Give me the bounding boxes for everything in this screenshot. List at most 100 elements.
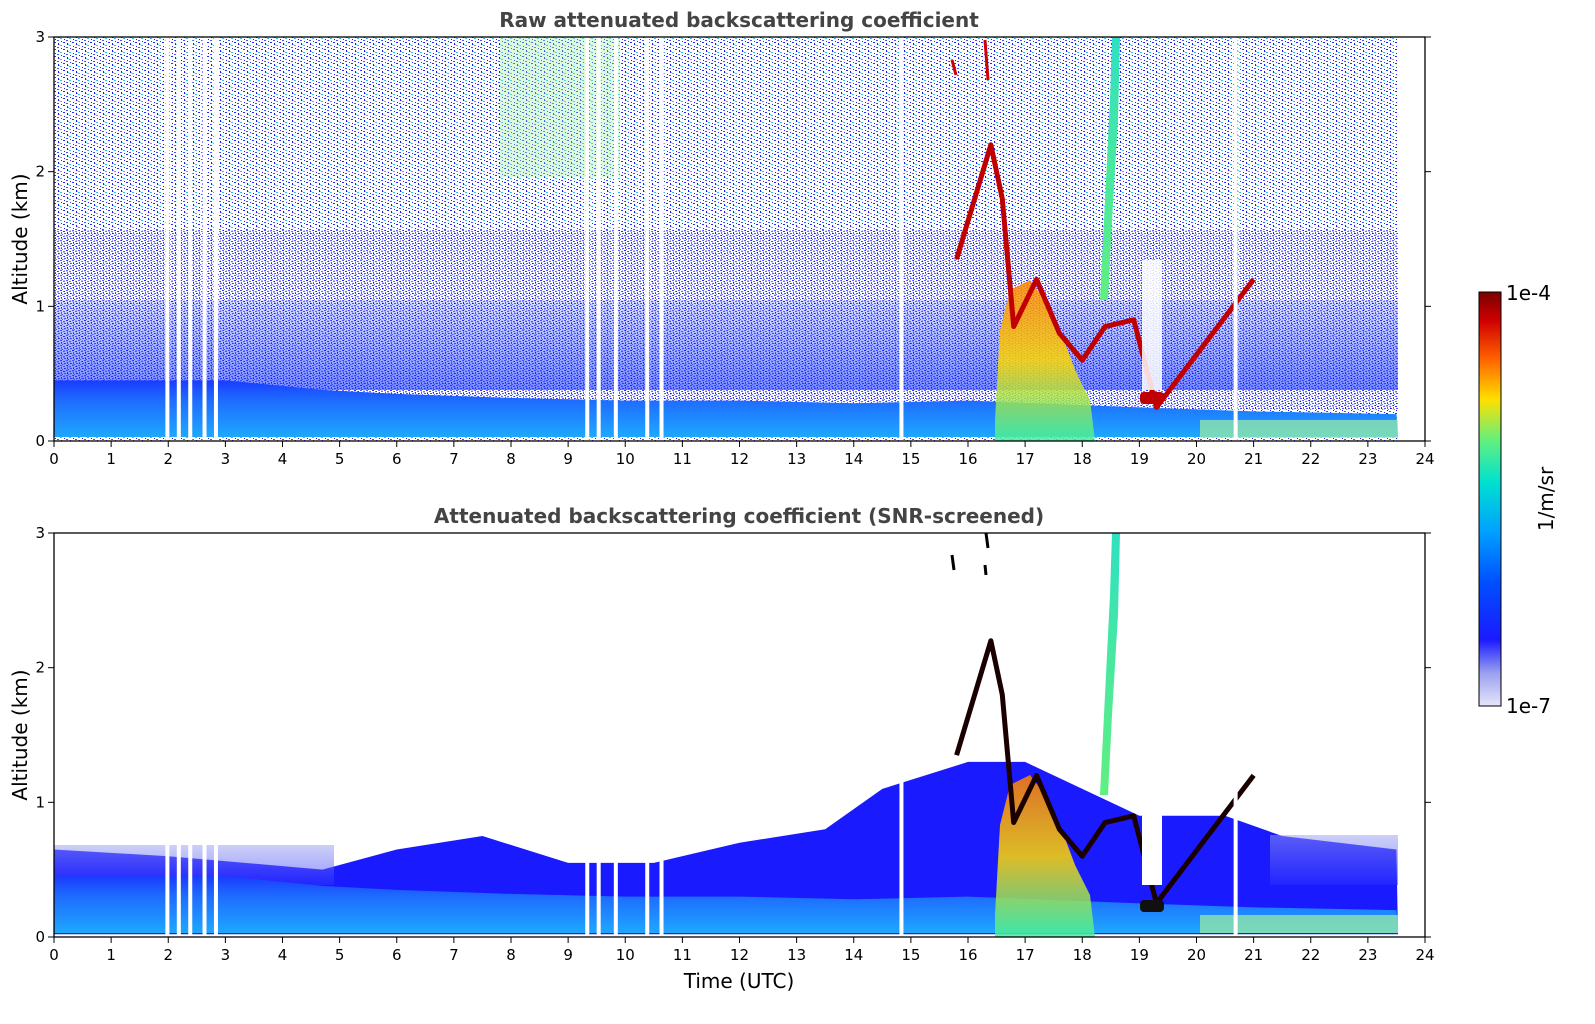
screened-x-tick-label: 4 (278, 946, 288, 964)
raw-data-gap (188, 37, 193, 441)
screened-x-tick-label: 2 (163, 946, 173, 964)
raw-x-tick-label: 17 (1016, 450, 1035, 468)
screened-data-gap (645, 533, 650, 937)
screened-surface-strip (1200, 915, 1398, 933)
raw-x-tick-label: 20 (1187, 450, 1206, 468)
screened-x-tick-label: 15 (901, 946, 920, 964)
screened-x-tick-label: 13 (787, 946, 806, 964)
screened-panel-title: Attenuated backscattering coefficient (S… (434, 504, 1044, 528)
screened-data-gap (899, 533, 904, 937)
screened-x-tick-label: 3 (221, 946, 231, 964)
raw-cloud-halo (950, 39, 990, 81)
raw-y-axis-label: Altitude (km) (8, 173, 32, 304)
screened-no-data-end (1398, 533, 1425, 937)
raw-data-gap (645, 37, 650, 441)
raw-cloud-layer (954, 142, 1256, 410)
screened-data-gap (213, 533, 218, 937)
raw-y-axis: 0 1 2 3 (35, 28, 1431, 450)
raw-x-tick-label: 1 (106, 450, 116, 468)
raw-heatmap (54, 37, 1425, 441)
screened-cloud-layer (954, 638, 1256, 906)
raw-x-tick-label: 3 (221, 450, 231, 468)
raw-x-tick-label: 15 (901, 450, 920, 468)
raw-rising-plume (1100, 37, 1120, 300)
colorbar: 1e-4 1e-7 1/m/sr (1478, 281, 1558, 718)
time-axis-label: Time (UTC) (683, 969, 795, 993)
raw-x-tick-label: 0 (49, 450, 59, 468)
screened-data-gap (202, 533, 207, 937)
raw-y-tick-label: 3 (35, 28, 45, 46)
screened-heatmap (54, 533, 1425, 937)
screened-data-gap (659, 533, 664, 937)
screened-data-gap (585, 533, 590, 937)
screened-data-gap (1233, 533, 1238, 937)
raw-x-tick-label: 12 (730, 450, 749, 468)
raw-no-data-end (1398, 37, 1425, 441)
screened-y-tick-label: 1 (35, 793, 45, 811)
screened-x-tick-label: 10 (616, 946, 635, 964)
raw-x-tick-label: 21 (1244, 450, 1263, 468)
raw-x-tick-label: 7 (449, 450, 459, 468)
screened-x-tick-label: 16 (958, 946, 977, 964)
raw-x-tick-label: 5 (335, 450, 345, 468)
raw-clear-gap-19h (1142, 260, 1162, 390)
raw-data-gap (899, 37, 904, 441)
raw-cloud-19h (1140, 392, 1164, 404)
raw-x-tick-label: 22 (1301, 450, 1320, 468)
raw-x-tick-label: 6 (392, 450, 402, 468)
raw-x-tick-label: 14 (844, 450, 863, 468)
raw-x-tick-label: 2 (163, 450, 173, 468)
screened-lower-cloud-column (995, 775, 1095, 937)
raw-x-tick-label: 4 (278, 450, 288, 468)
raw-x-tick-label: 10 (616, 450, 635, 468)
raw-surface-strip (1200, 420, 1398, 438)
colorbar-min-label: 1e-7 (1506, 694, 1551, 718)
panel-screened: Attenuated backscattering coefficient (S… (8, 504, 1435, 993)
raw-data-gap (596, 37, 601, 441)
screened-x-tick-label: 12 (730, 946, 749, 964)
screened-x-tick-label: 9 (563, 946, 573, 964)
colorbar-max-label: 1e-4 (1506, 281, 1551, 305)
screened-x-tick-label: 19 (1130, 946, 1149, 964)
screened-y-axis: 0 1 2 3 (35, 524, 1431, 946)
raw-data-gap (176, 37, 181, 441)
screened-x-tick-label: 6 (392, 946, 402, 964)
screened-rising-plume (1100, 533, 1120, 795)
raw-y-tick-label: 0 (35, 432, 45, 450)
raw-y-tick-label: 2 (35, 163, 45, 181)
screened-data-gap (165, 533, 170, 937)
raw-data-gap (202, 37, 207, 441)
raw-data-gaps (165, 37, 1238, 441)
screened-x-tick-label: 22 (1301, 946, 1320, 964)
raw-x-tick-label: 8 (506, 450, 516, 468)
raw-y-tick-label: 1 (35, 297, 45, 315)
screened-clear-gap-19h (1142, 810, 1162, 885)
raw-data-gap (165, 37, 170, 441)
screened-y-tick-label: 2 (35, 659, 45, 677)
screened-data-gap (176, 533, 181, 937)
screened-x-tick-label: 7 (449, 946, 459, 964)
screened-y-tick-label: 3 (35, 524, 45, 542)
screened-x-axis: 0 1 2 3 4 5 6 7 8 9 10 11 12 13 14 15 16 17 18 19 20 21 22 23 24 (49, 937, 1435, 964)
screened-cloud-19h (1140, 900, 1164, 912)
screened-data-gap (596, 533, 601, 937)
raw-near-field-haze (54, 300, 1398, 390)
raw-x-tick-label: 11 (673, 450, 692, 468)
screened-right-haze (1270, 835, 1398, 885)
screened-x-tick-label: 23 (1358, 946, 1377, 964)
raw-x-tick-label: 23 (1358, 450, 1377, 468)
screened-x-tick-label: 11 (673, 946, 692, 964)
raw-x-tick-label: 16 (958, 450, 977, 468)
screened-x-tick-label: 21 (1244, 946, 1263, 964)
screened-data-gap (613, 533, 618, 937)
screened-y-axis-label: Altitude (km) (8, 669, 32, 800)
raw-lower-cloud-column (995, 280, 1095, 441)
colorbar-gradient (1478, 291, 1502, 707)
screened-x-tick-label: 1 (106, 946, 116, 964)
screened-x-tick-label: 24 (1415, 946, 1434, 964)
colorbar-unit-label: 1/m/sr (1534, 466, 1558, 531)
raw-data-gap (1233, 37, 1238, 441)
screened-x-tick-label: 17 (1016, 946, 1035, 964)
screened-x-tick-label: 14 (844, 946, 863, 964)
